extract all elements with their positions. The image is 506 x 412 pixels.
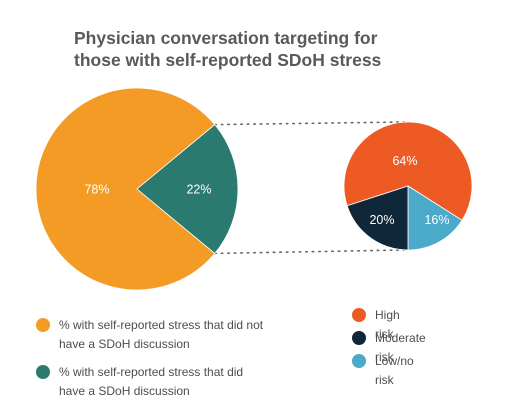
legend-swatch-no-discussion: [36, 318, 50, 332]
main-pie-slice-with-self-reported-stress-that-did: [35, 87, 216, 291]
main-pie-slice-with-self-reported-stress-that-did: [136, 124, 239, 254]
legend-label-low-risk: Low/no risk: [375, 354, 414, 387]
chart-title-line-1: Physician conversation targeting for: [74, 28, 378, 48]
legend-label-moderate-risk: Moderate risk: [375, 331, 426, 364]
legend-swatch-had-discussion: [36, 365, 50, 379]
main-pie-chart: 78% 22%: [35, 87, 239, 291]
main-pie-value-label-2: 22%: [186, 183, 211, 197]
risk-pie-slice-low-no-risk: [407, 185, 463, 251]
connector-line-top: [214, 121, 405, 126]
risk-pie-chart: 64% 20% 16%: [343, 121, 473, 251]
main-pie-value-label-1: 78%: [84, 183, 109, 197]
risk-pie-slice-moderate-risk: [346, 185, 409, 251]
risk-pie-value-label-high-risk: 64%: [392, 154, 417, 168]
legend-item-no-discussion: % with self-reported stress that did not…: [36, 318, 264, 354]
legend-label-no-discussion: % with self-reported stress that did not…: [59, 318, 264, 351]
risk-pie-slice-high-risk: [343, 121, 473, 221]
legend-item-low-risk: Low/no risk: [352, 354, 414, 390]
legend-swatch-low-risk: [352, 354, 366, 368]
legend-item-moderate-risk: Moderate risk: [352, 331, 426, 367]
legend-label-high-risk: High risk: [375, 308, 400, 341]
risk-pie-value-label-moderate-risk: 20%: [369, 213, 394, 227]
risk-pie-value-label-low-no-risk: 16%: [424, 213, 449, 227]
legend-item-had-discussion: % with self-reported stress that did hav…: [36, 365, 264, 401]
legend-item-high-risk: High risk: [352, 308, 400, 344]
legend-swatch-high-risk: [352, 308, 366, 322]
chart-title: Physician conversation targeting for tho…: [74, 27, 434, 71]
chart-title-line-2: those with self-reported SDoH stress: [74, 50, 382, 70]
connector-line-bottom: [214, 249, 405, 255]
legend-swatch-moderate-risk: [352, 331, 366, 345]
legend-label-had-discussion: % with self-reported stress that did hav…: [59, 365, 244, 398]
connector-lines: [214, 121, 405, 255]
